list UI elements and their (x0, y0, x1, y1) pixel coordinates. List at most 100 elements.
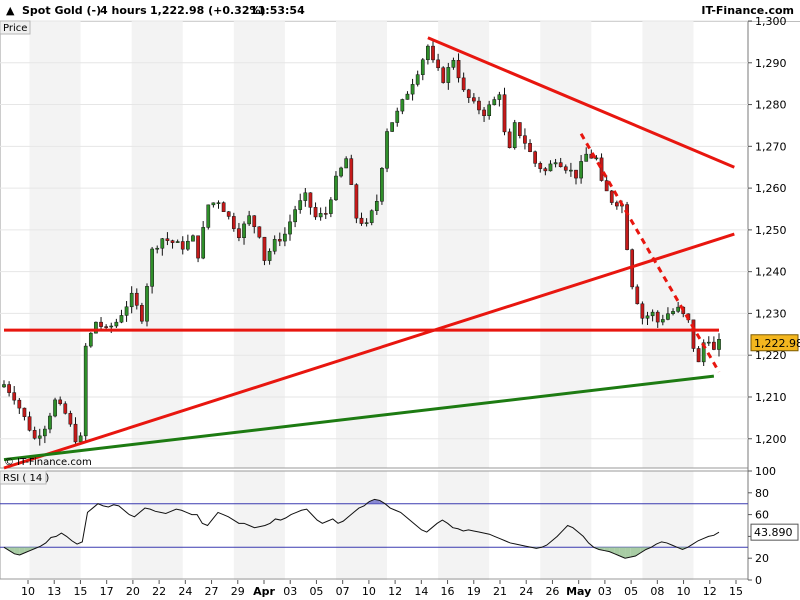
x-tick-label: 10 (21, 585, 35, 598)
x-tick-label: May (566, 585, 591, 598)
candle-body (201, 227, 206, 259)
candle-body (104, 326, 108, 328)
candle-body (666, 313, 670, 320)
rsi-tick-label: 20 (755, 552, 769, 565)
x-tick-label: 24 (519, 585, 533, 598)
last-price-box (750, 334, 799, 352)
x-tick-label: 12 (703, 585, 717, 598)
x-tick-label: 26 (545, 585, 559, 598)
x-tick-label: 24 (178, 585, 192, 598)
price-band (29, 21, 81, 468)
candle-body (216, 202, 221, 204)
candle-body (436, 59, 440, 69)
x-tick-label: 08 (650, 585, 664, 598)
candle-body (681, 306, 686, 315)
candle-body (497, 94, 502, 100)
candle-body (359, 217, 364, 224)
price-band (335, 21, 388, 468)
candle-body (676, 306, 680, 312)
candle-body (165, 238, 170, 241)
candle-body (492, 99, 497, 106)
rsi-band (131, 471, 183, 580)
candle-body (186, 240, 190, 250)
red-trend-line[interactable] (3, 232, 735, 470)
timeframe-label[interactable]: 4 hours (100, 4, 147, 17)
candle-body (170, 240, 175, 243)
candle-body (252, 215, 257, 228)
price-tick-label: 1,220 (755, 349, 787, 362)
candle-body (553, 162, 558, 165)
candle-body (487, 104, 492, 116)
candle-body (277, 239, 282, 242)
candle-body (150, 248, 154, 287)
green-trend-line[interactable] (3, 374, 715, 462)
candle-body (579, 161, 583, 179)
candle-body (323, 213, 328, 215)
candle-body (12, 392, 17, 401)
rsi-panel-tag (0, 470, 47, 485)
rsi-tick-label: 60 (755, 509, 769, 522)
x-tick-label: 10 (362, 585, 376, 598)
candle-body (405, 93, 410, 100)
rsi-band (438, 471, 490, 580)
candle-body (696, 348, 701, 363)
candle-body (604, 180, 609, 192)
price-band (642, 21, 694, 468)
candle-body (717, 339, 721, 350)
candle-body (599, 157, 604, 181)
copyright-watermark: © IT-Finance.com (4, 457, 92, 468)
candle-body (461, 77, 466, 91)
red-trend-line[interactable] (427, 36, 735, 169)
price-tick-label: 1,290 (755, 57, 787, 70)
candle-body (88, 332, 93, 347)
rsi-value-box (750, 523, 799, 541)
rsi-oversold-fill (635, 547, 641, 557)
candle-body (650, 311, 655, 317)
rsi-line[interactable] (3, 498, 720, 559)
rsi-oversold-fill (630, 547, 636, 558)
candle-body (548, 163, 553, 172)
candle-body (283, 233, 287, 242)
candle-body (451, 60, 456, 68)
candle-body (288, 221, 292, 235)
candle-body (584, 153, 589, 162)
candle-body (114, 321, 119, 327)
candle-body (625, 204, 629, 250)
x-tick-label: 17 (100, 585, 114, 598)
price-band (131, 21, 183, 468)
x-tick-label: 05 (624, 585, 638, 598)
candle-body (22, 407, 27, 417)
candle-body (134, 292, 139, 306)
chart-header: ▲ Spot Gold (-) 4 hours 1,222.98 (+0.32%… (0, 0, 800, 22)
x-tick-label: 13 (47, 585, 61, 598)
candle-body (482, 109, 486, 116)
instrument-name: Spot Gold (-) (22, 4, 102, 17)
rsi-tick-label: 0 (755, 574, 762, 587)
candle-body (385, 131, 389, 169)
x-tick-label: 22 (152, 585, 166, 598)
candle-body (426, 45, 430, 61)
candle-body (410, 84, 415, 95)
candle-body (99, 321, 103, 327)
candle-body (175, 241, 180, 243)
candle-body (334, 175, 338, 201)
candle-body (472, 97, 476, 102)
x-tick-label: 05 (309, 585, 323, 598)
candle-body (293, 209, 297, 223)
x-tick-label: 15 (729, 585, 743, 598)
candle-body (247, 215, 251, 225)
red-trend-line[interactable] (579, 133, 721, 373)
rsi-oversold-fill (598, 547, 605, 551)
candle-body (303, 192, 308, 201)
candle-body (477, 100, 481, 111)
price-panel-tag (0, 20, 31, 35)
candle-body (635, 286, 640, 305)
candle-body (400, 99, 405, 112)
sort-arrow-icon[interactable]: ▲ (6, 4, 15, 17)
candle-body (574, 169, 578, 179)
candle-body (242, 223, 246, 239)
candle-body (415, 74, 420, 85)
candle-body (712, 341, 716, 350)
price-band (233, 21, 285, 468)
